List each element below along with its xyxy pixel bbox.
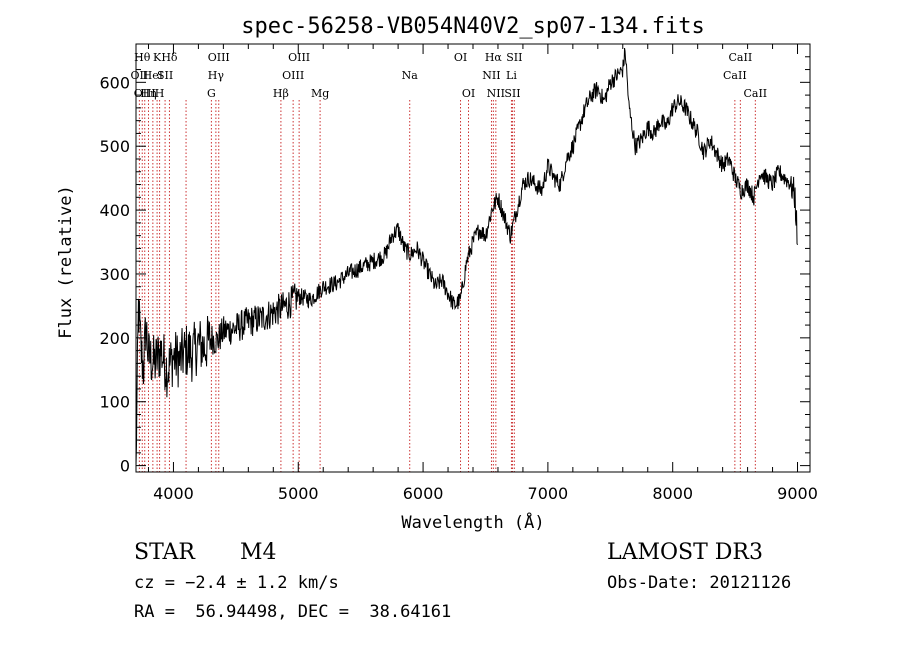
y-axis: 0 100 200 300 400 500 600 <box>99 56 810 476</box>
observation-date: Obs-Date: 20121126 <box>607 573 792 593</box>
x-tick-label: 5000 <box>278 484 319 503</box>
spectrum-series-line <box>135 47 798 466</box>
spectral-line-label: SII <box>504 87 520 100</box>
x-axis: 4000 5000 6000 7000 8000 9000 <box>147 44 818 503</box>
spectral-line-label: OIII <box>134 87 156 100</box>
y-tick-label: 300 <box>99 265 130 284</box>
y-tick-label: 200 <box>99 329 130 348</box>
spectral-line-label: Hα <box>485 51 503 64</box>
spectral-line-label: Na <box>402 69 419 82</box>
y-axis-label: Flux (relative) <box>56 185 76 339</box>
y-tick-label: 500 <box>99 137 130 156</box>
spectral-line-label: G <box>207 87 216 100</box>
y-tick-label: 100 <box>99 393 130 412</box>
spectral-line-label: CaII <box>729 51 753 64</box>
x-tick-label: 4000 <box>153 484 194 503</box>
spectral-line-label: Li <box>506 69 517 82</box>
spectral-line-label: OI <box>454 51 467 64</box>
spectral-line-label: OII <box>131 69 149 82</box>
spectral-line-label: Hδ <box>161 51 178 64</box>
spectral-line-label: SII <box>157 69 173 82</box>
spectral-line-label: Hβ <box>273 87 289 100</box>
y-tick-label: 600 <box>99 73 130 92</box>
spectral-line-markers: OIIHθOIIIHηHeIKHSIIHδGHγOIIIHβOIIIOIIIMg… <box>131 51 767 472</box>
plot-frame <box>135 43 811 473</box>
spectral-line-label: NII <box>487 87 505 100</box>
spectral-line-label: SII <box>506 51 522 64</box>
x-tick-label: 6000 <box>403 484 444 503</box>
spectral-line-label: H <box>155 87 165 100</box>
object-class: STAR <box>134 540 195 565</box>
x-tick-label: 8000 <box>652 484 693 503</box>
x-tick-label: 7000 <box>528 484 569 503</box>
ra-dec-coordinates: RA = 56.94498, DEC = 38.64161 <box>134 602 452 622</box>
spectral-line-label: OIII <box>288 51 310 64</box>
spectral-line-label: OIII <box>208 51 230 64</box>
redshift-cz: cz = −2.4 ± 1.2 km/s <box>134 573 339 593</box>
spectral-line-label: HeI <box>143 69 163 82</box>
spectral-line-label: K <box>153 51 162 64</box>
spectral-line-label: Hη <box>140 87 156 100</box>
y-tick-label: 400 <box>99 201 130 220</box>
x-axis-label: Wavelength (Å) <box>401 511 544 533</box>
spectral-line-label: NII <box>482 69 500 82</box>
spectral-line-label: OIII <box>282 69 304 82</box>
chart-title: spec-56258-VB054N40V2_sp07-134.fits <box>241 14 705 39</box>
object-subclass: M4 <box>240 540 277 565</box>
survey-name: LAMOST DR3 <box>607 540 763 565</box>
y-tick-label: 0 <box>120 457 130 476</box>
spectral-line-label: Hγ <box>208 69 225 82</box>
spectral-line-label: Hθ <box>134 51 151 64</box>
spectral-line-label: OI <box>462 87 475 100</box>
x-tick-label: 9000 <box>777 484 818 503</box>
spectral-line-label: Mg <box>311 87 329 100</box>
spectral-line-label: CaII <box>723 69 747 82</box>
spectral-line-label: CaII <box>743 87 767 100</box>
